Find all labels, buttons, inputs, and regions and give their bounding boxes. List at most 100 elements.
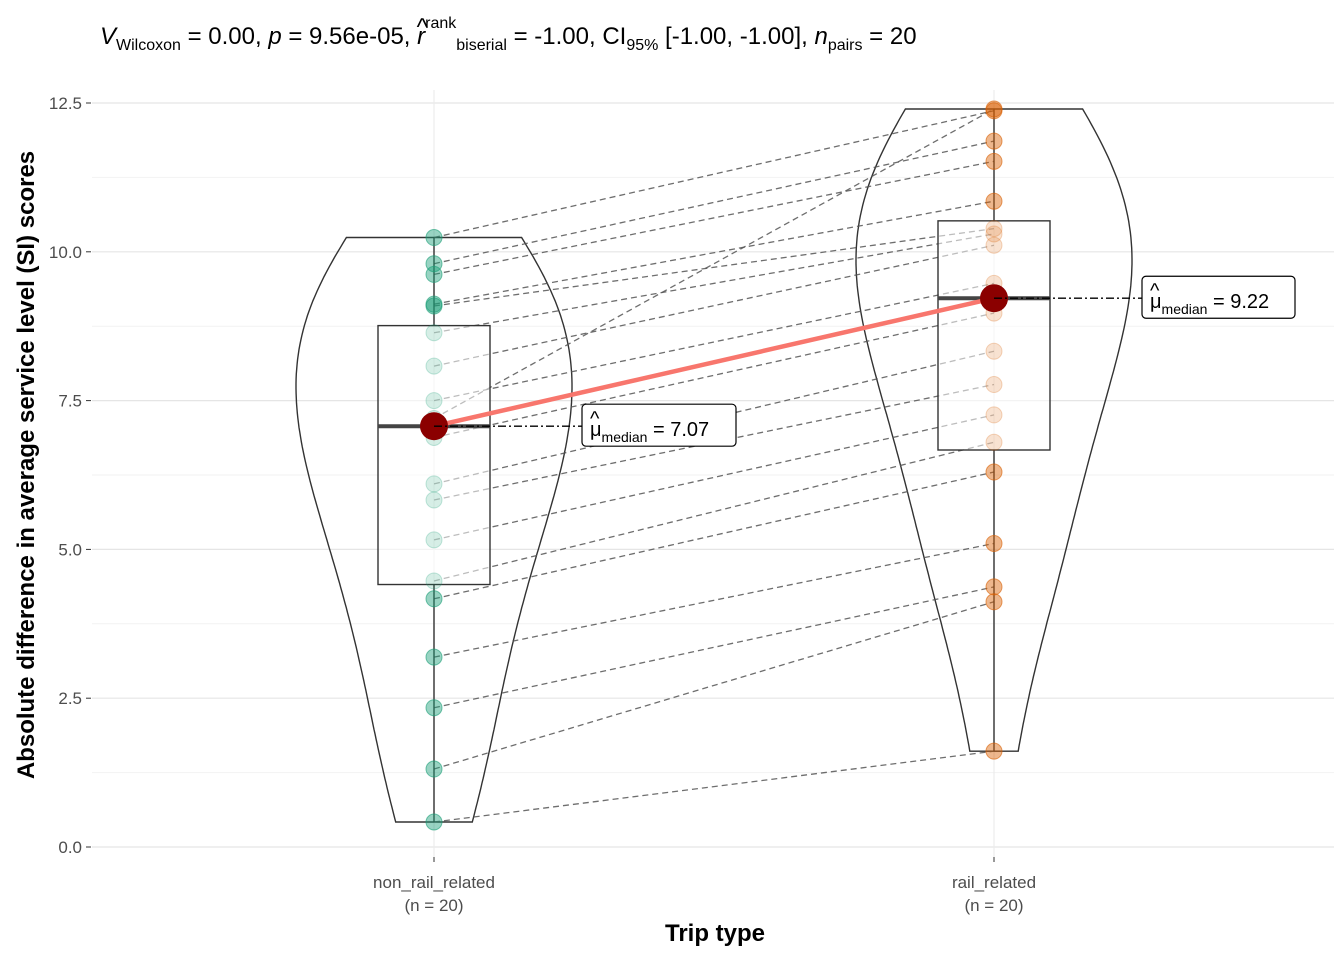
pair-line <box>433 601 995 770</box>
p-value: = 9.56e-05, <box>282 23 417 50</box>
v-subscript: Wilcoxon <box>116 37 181 54</box>
median-value: = 9.22 <box>1207 291 1269 313</box>
median-label: μmedian = 9.22 <box>1150 291 1269 317</box>
v-value: = 0.00, <box>181 23 268 50</box>
pair-line <box>433 542 995 658</box>
data-point <box>425 392 443 410</box>
data-point <box>985 534 1003 552</box>
data-point <box>985 225 1003 243</box>
r-hat-mark: ^ <box>417 14 429 41</box>
median-label-box <box>1141 275 1296 319</box>
box-iqr <box>377 324 491 586</box>
data-point <box>425 475 443 493</box>
mu-symbol: μ <box>1150 291 1162 313</box>
pair-line <box>433 108 995 420</box>
r-value: = -1.00, CI <box>507 23 626 50</box>
data-point <box>985 220 1003 238</box>
paired-lines <box>433 108 995 823</box>
pair-line <box>433 282 995 402</box>
data-point <box>985 578 1003 596</box>
pair-line <box>433 200 995 305</box>
r-superscript: rank <box>425 15 457 32</box>
y-tick-label: 0.0 <box>58 838 82 857</box>
data-point <box>425 357 443 375</box>
mu-subscript: median <box>602 429 648 445</box>
pair-line <box>433 110 995 239</box>
pair-line <box>433 414 995 541</box>
violins <box>295 108 1133 823</box>
violin-non_rail_related <box>295 236 573 823</box>
ci-value: [-1.00, -1.00], <box>658 23 814 50</box>
x-axis-title: Trip type <box>665 920 765 947</box>
data-point <box>425 255 443 273</box>
median-label: μmedian = 7.07 <box>590 419 709 445</box>
data-point <box>985 100 1003 118</box>
data-point <box>425 491 443 509</box>
r-subscript: biserial <box>456 37 507 54</box>
y-tick-label: 7.5 <box>58 392 82 411</box>
data-point <box>425 531 443 549</box>
r-symbol: r <box>417 23 426 50</box>
ci-subscript: 95% <box>626 37 658 54</box>
pair-line <box>433 233 995 334</box>
mu-hat-mark: ^ <box>1150 280 1160 302</box>
data-point <box>425 813 443 831</box>
y-axis-ticks: 0.0 2.5 5.0 7.5 10.0 12.5 <box>49 94 91 857</box>
median-line <box>433 296 995 429</box>
data-point <box>425 648 443 666</box>
grid-lines <box>92 90 1334 857</box>
x-tick-label: non_rail_related <box>373 873 495 892</box>
data-point <box>985 463 1003 481</box>
box-iqr <box>937 220 1051 451</box>
x-tick-count: (n = 20) <box>964 896 1023 915</box>
pair-line <box>433 586 995 709</box>
data-point <box>425 590 443 608</box>
pair-line <box>433 350 995 485</box>
y-tick-label: 5.0 <box>58 540 82 559</box>
pair-line <box>433 160 995 276</box>
data-point <box>985 433 1003 451</box>
data-point <box>425 760 443 778</box>
x-axis-ticks: non_rail_related (n = 20) rail_related (n =… <box>373 857 1036 915</box>
pair-line <box>433 140 995 265</box>
data-point <box>985 593 1003 611</box>
data-point <box>985 152 1003 170</box>
data-point <box>985 742 1003 760</box>
data-point <box>425 229 443 247</box>
pair-line <box>433 227 995 307</box>
y-tick-label: 2.5 <box>58 689 82 708</box>
x-tick-count: (n = 20) <box>404 896 463 915</box>
n-subscript: pairs <box>828 37 863 54</box>
data-point <box>425 295 443 313</box>
pair-line <box>433 441 995 582</box>
data-point <box>985 406 1003 424</box>
mu-subscript: median <box>1162 301 1208 317</box>
x-tick-label: rail_related <box>952 873 1036 892</box>
data-point <box>425 572 443 590</box>
data-point <box>985 376 1003 394</box>
v-symbol: V <box>100 23 118 50</box>
mu-hat-mark: ^ <box>590 408 600 430</box>
data-point <box>985 342 1003 360</box>
violin-rail_related <box>855 108 1133 752</box>
data-point <box>985 236 1003 254</box>
mu-symbol: μ <box>590 419 602 441</box>
pair-line <box>433 471 995 600</box>
p-symbol: p <box>267 23 281 50</box>
data-point <box>985 192 1003 210</box>
data-point <box>425 699 443 717</box>
y-tick-label: 12.5 <box>49 94 82 113</box>
n-symbol: n <box>814 23 827 50</box>
y-axis-title: Absolute difference in average service l… <box>13 151 40 779</box>
data-point <box>425 324 443 342</box>
pair-line <box>433 312 995 439</box>
data-point <box>985 132 1003 150</box>
y-tick-label: 10.0 <box>49 243 82 262</box>
median-labels: μmedian = 7.07^μmedian = 9.22^ <box>434 275 1296 447</box>
pair-line <box>433 750 995 823</box>
boxplots <box>377 108 1051 823</box>
pair-line <box>433 244 995 367</box>
median-value: = 7.07 <box>647 419 709 441</box>
n-value: = 20 <box>863 23 917 50</box>
